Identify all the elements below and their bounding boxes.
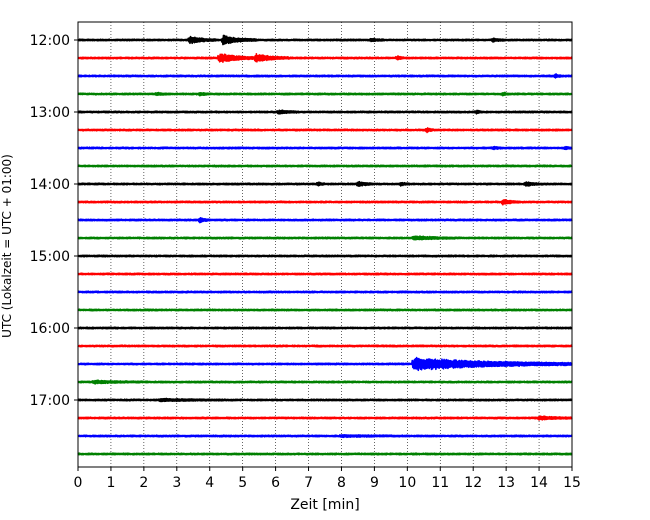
grid-lines xyxy=(110,22,540,467)
trace-line xyxy=(77,272,573,276)
trace-line xyxy=(77,344,573,348)
trace-line xyxy=(77,180,573,188)
x-tick-label: 2 xyxy=(139,475,148,491)
x-tick-label: 15 xyxy=(563,475,581,491)
trace-line xyxy=(77,127,573,134)
x-tick-label: 13 xyxy=(497,475,515,491)
trace-line xyxy=(77,326,573,330)
trace-line xyxy=(77,199,573,206)
x-tick-label: 10 xyxy=(398,475,416,491)
x-tick-label: 7 xyxy=(304,475,313,491)
trace-line xyxy=(77,379,573,385)
x-tick-label: 1 xyxy=(106,475,115,491)
y-axis-label: UTC (Lokalzeit = UTC + 01:00) xyxy=(0,154,14,338)
trace-line xyxy=(77,34,573,46)
x-tick-label: 5 xyxy=(238,475,247,491)
x-tick-label: 3 xyxy=(172,475,181,491)
trace-line xyxy=(77,109,573,115)
y-tick-label: 16:00 xyxy=(30,321,70,337)
plot-frame xyxy=(77,21,573,468)
trace-line xyxy=(77,91,573,97)
y-tick-label: 13:00 xyxy=(30,105,70,121)
x-axis: 0 1 2 3 4 5 6 7 8 9 10 11 12 13 14 15 xyxy=(74,467,581,491)
x-tick-label: 12 xyxy=(464,475,482,491)
trace-line xyxy=(77,145,573,151)
trace-line xyxy=(77,235,573,241)
y-axis: 12:00 13:00 14:00 15:00 16:00 17:00 xyxy=(30,33,78,409)
x-tick-label: 6 xyxy=(271,475,280,491)
x-tick-label: 4 xyxy=(205,475,214,491)
trace-line xyxy=(77,254,573,258)
y-tick-label: 12:00 xyxy=(30,33,70,49)
trace-line xyxy=(77,308,573,312)
trace-line xyxy=(77,434,573,439)
x-axis-label: Zeit [min] xyxy=(290,497,359,513)
y-tick-label: 14:00 xyxy=(30,177,70,193)
trace-line xyxy=(77,290,573,294)
trace-line xyxy=(77,53,573,64)
trace-line xyxy=(77,356,573,372)
x-tick-label: 9 xyxy=(370,475,379,491)
seismic-traces xyxy=(77,34,573,456)
x-tick-label: 11 xyxy=(431,475,449,491)
trace-line xyxy=(77,415,573,421)
trace-line xyxy=(77,397,573,403)
x-tick-label: 8 xyxy=(337,475,346,491)
y-tick-label: 15:00 xyxy=(30,249,70,265)
x-tick-label: 14 xyxy=(530,475,548,491)
x-tick-label: 0 xyxy=(74,475,83,491)
trace-line xyxy=(77,73,573,79)
trace-line xyxy=(77,164,573,168)
trace-line xyxy=(77,452,573,456)
y-tick-label: 17:00 xyxy=(30,393,70,409)
trace-line xyxy=(77,217,573,224)
